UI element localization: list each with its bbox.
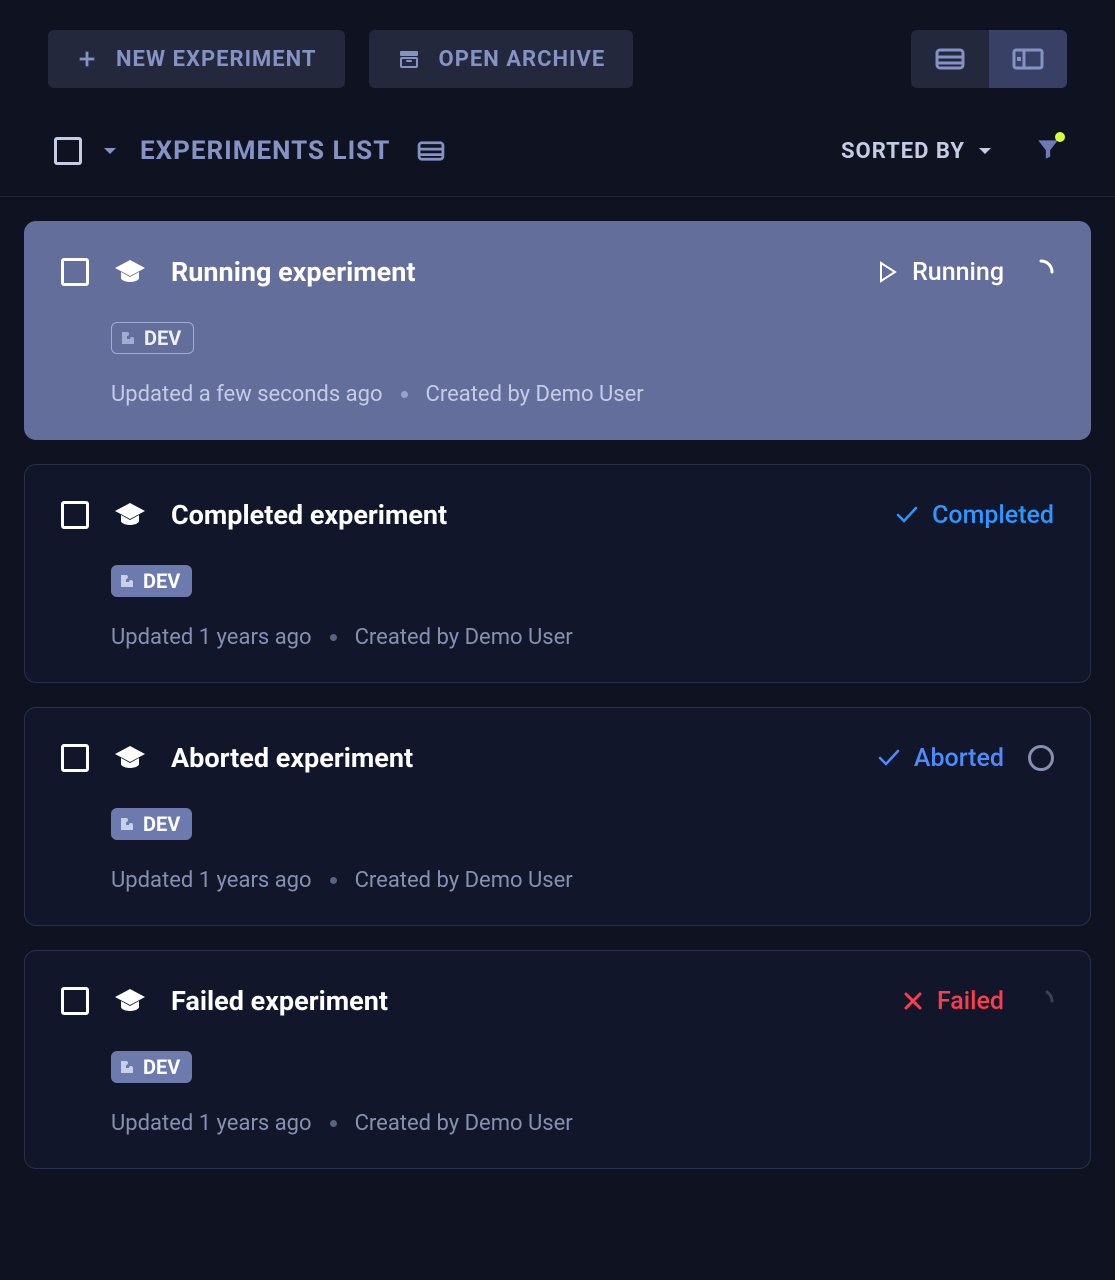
chevron-down-icon xyxy=(977,145,993,157)
archive-icon xyxy=(397,47,421,71)
experiment-card[interactable]: Failed experiment Failed DEV Updated 1 y… xyxy=(24,950,1091,1169)
updated-label: Updated 1 years ago xyxy=(111,625,312,650)
sorted-by-button[interactable]: SORTED BY xyxy=(841,139,993,164)
experiment-status: Running xyxy=(878,258,1054,287)
experiment-checkbox[interactable] xyxy=(61,501,89,529)
circle-icon xyxy=(1028,745,1054,771)
tag-label: DEV xyxy=(143,812,180,836)
columns-icon[interactable] xyxy=(416,140,446,162)
experiment-title: Completed experiment xyxy=(171,499,447,531)
select-all-checkbox[interactable] xyxy=(54,137,82,165)
new-experiment-button[interactable]: NEW EXPERIMENT xyxy=(48,30,345,88)
detail-icon xyxy=(1012,47,1044,71)
updated-label: Updated 1 years ago xyxy=(111,868,312,893)
experiment-meta: Updated a few seconds ago Created by Dem… xyxy=(111,382,1054,407)
experiment-status: Failed xyxy=(903,987,1054,1016)
status-label: Running xyxy=(912,258,1004,287)
sorted-by-label: SORTED BY xyxy=(841,139,965,164)
graduation-cap-icon xyxy=(113,987,147,1015)
puzzle-icon xyxy=(119,816,135,832)
view-mode-detailed-button[interactable] xyxy=(989,30,1067,88)
filter-active-indicator xyxy=(1055,132,1065,142)
experiment-card[interactable]: Running experiment Running DEV Updated a… xyxy=(24,221,1091,440)
dot-separator xyxy=(330,1120,337,1127)
experiment-title: Aborted experiment xyxy=(171,742,413,774)
experiment-tag[interactable]: DEV xyxy=(111,565,192,597)
list-title: EXPERIMENTS LIST xyxy=(140,136,390,166)
puzzle-icon xyxy=(119,573,135,589)
updated-label: Updated a few seconds ago xyxy=(111,382,383,407)
plus-icon xyxy=(76,48,98,70)
new-experiment-label: NEW EXPERIMENT xyxy=(116,47,317,72)
created-by-label: Created by Demo User xyxy=(355,868,573,893)
experiment-title: Running experiment xyxy=(171,256,415,288)
experiment-checkbox[interactable] xyxy=(61,987,89,1015)
experiment-tag[interactable]: DEV xyxy=(111,808,192,840)
puzzle-icon xyxy=(119,1059,135,1075)
created-by-label: Created by Demo User xyxy=(355,625,573,650)
experiment-meta: Updated 1 years ago Created by Demo User xyxy=(111,1111,1054,1136)
created-by-label: Created by Demo User xyxy=(355,1111,573,1136)
dot-separator xyxy=(330,634,337,641)
status-label: Failed xyxy=(937,987,1004,1016)
experiment-meta: Updated 1 years ago Created by Demo User xyxy=(111,868,1054,893)
dot-separator xyxy=(401,391,408,398)
experiment-tag[interactable]: DEV xyxy=(111,1051,192,1083)
experiment-card[interactable]: Completed experiment Completed DEV Updat… xyxy=(24,464,1091,683)
experiment-tag[interactable]: DEV xyxy=(111,322,194,354)
experiment-checkbox[interactable] xyxy=(61,744,89,772)
graduation-cap-icon xyxy=(113,744,147,772)
puzzle-icon xyxy=(120,330,136,346)
experiment-status: Completed xyxy=(896,501,1054,530)
graduation-cap-icon xyxy=(113,258,147,286)
updated-label: Updated 1 years ago xyxy=(111,1111,312,1136)
open-archive-label: OPEN ARCHIVE xyxy=(439,47,606,72)
play-icon xyxy=(878,261,898,283)
experiment-meta: Updated 1 years ago Created by Demo User xyxy=(111,625,1054,650)
experiments-list: Running experiment Running DEV Updated a… xyxy=(0,197,1115,1193)
experiment-card[interactable]: Aborted experiment Aborted DEV Updated 1… xyxy=(24,707,1091,926)
spinner-icon xyxy=(1028,988,1054,1014)
toolbar: NEW EXPERIMENT OPEN ARCHIVE xyxy=(0,0,1115,118)
x-icon xyxy=(903,991,923,1011)
experiment-status: Aborted xyxy=(878,744,1054,773)
dot-separator xyxy=(330,877,337,884)
open-archive-button[interactable]: OPEN ARCHIVE xyxy=(369,30,634,88)
experiment-title: Failed experiment xyxy=(171,985,388,1017)
tag-label: DEV xyxy=(144,326,181,350)
graduation-cap-icon xyxy=(113,501,147,529)
view-mode-toggle xyxy=(911,30,1067,88)
tag-label: DEV xyxy=(143,569,180,593)
tag-label: DEV xyxy=(143,1055,180,1079)
status-label: Aborted xyxy=(914,744,1004,773)
created-by-label: Created by Demo User xyxy=(426,382,644,407)
select-all-chevron-icon[interactable] xyxy=(102,145,118,157)
experiment-checkbox[interactable] xyxy=(61,258,89,286)
status-label: Completed xyxy=(932,501,1054,530)
view-mode-list-button[interactable] xyxy=(911,30,989,88)
filter-button[interactable] xyxy=(1035,136,1061,166)
list-icon xyxy=(935,47,965,71)
spinner-icon xyxy=(1028,259,1054,285)
check-icon xyxy=(878,749,900,767)
list-header: EXPERIMENTS LIST SORTED BY xyxy=(0,118,1115,197)
check-icon xyxy=(896,506,918,524)
